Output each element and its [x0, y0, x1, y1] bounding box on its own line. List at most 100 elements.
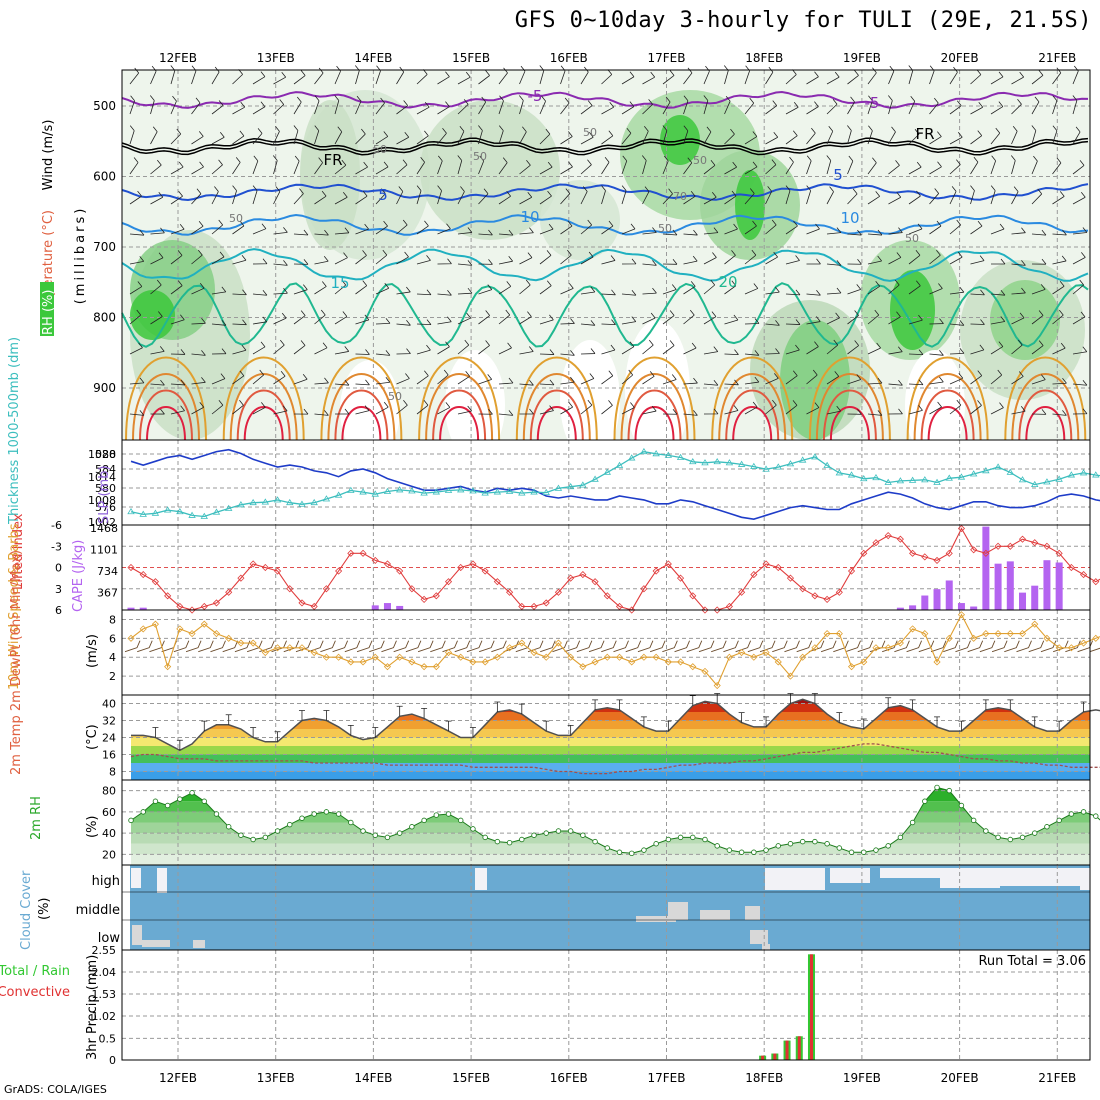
- li-marker: [383, 560, 392, 568]
- wind-speed-marker: [847, 663, 856, 671]
- wind-barb: [683, 255, 698, 265]
- wind-barb: [191, 318, 206, 325]
- wind-barb: [765, 251, 778, 265]
- wind-barb: [621, 402, 635, 415]
- wind-barb: [129, 229, 145, 236]
- wind-barb: [929, 350, 944, 356]
- wind-barb: [867, 377, 883, 385]
- wind-barb: [416, 289, 432, 296]
- li-marker: [921, 553, 929, 561]
- cloud-gap: [193, 940, 205, 948]
- li-marker: [493, 578, 501, 586]
- warm-contour: [627, 389, 682, 441]
- rh-marker: [262, 834, 269, 841]
- wind-barb: [150, 379, 165, 386]
- wind-barb: [847, 96, 855, 115]
- wind-barb: [908, 95, 916, 115]
- wind-barb: [252, 369, 265, 385]
- wind-barb: [806, 127, 816, 145]
- wind-barb: [150, 346, 165, 355]
- wind-barb: [970, 220, 983, 235]
- li-marker: [310, 602, 318, 611]
- wind-barb: [129, 157, 139, 175]
- wind-barb: [457, 371, 470, 385]
- li-marker: [603, 592, 611, 600]
- surface-wind-barb: [906, 640, 923, 653]
- freezing-line: [121, 140, 1089, 156]
- thickness-marker: [835, 469, 844, 476]
- thickness-marker: [725, 459, 734, 466]
- wind-barb: [847, 310, 859, 325]
- wind-barb: [1072, 227, 1088, 235]
- warm-contour: [341, 406, 382, 441]
- li-marker: [188, 606, 196, 614]
- li-marker: [872, 539, 880, 547]
- precip-tick: 0.5: [99, 1032, 117, 1045]
- rh-marker: [567, 828, 574, 834]
- wind-barb: [929, 220, 942, 235]
- wind-speed-marker: [640, 653, 648, 661]
- wind-speed-marker: [506, 644, 514, 652]
- wind-barb: [272, 155, 278, 175]
- wind-barb: [539, 161, 553, 175]
- contour-label: 10: [840, 209, 859, 227]
- li-marker: [127, 563, 135, 572]
- wind-barb: [478, 310, 490, 325]
- wind-speed-marker: [408, 658, 416, 666]
- rh-marker: [665, 836, 672, 843]
- wind-barb: [662, 70, 675, 85]
- thickness-marker: [261, 498, 270, 505]
- cape-bar: [1043, 560, 1051, 610]
- grads-credit: GrADS: COLA/IGES: [4, 1083, 107, 1096]
- wind-barb: [1031, 340, 1044, 355]
- wind-barb: [314, 309, 326, 325]
- contour-label: 50: [229, 212, 243, 225]
- wind-barb: [498, 281, 512, 295]
- wind-barb: [683, 229, 698, 236]
- wind-barb: [683, 410, 698, 416]
- precip-conv-label: Convective: [0, 985, 70, 1000]
- thickness-marker: [334, 491, 343, 498]
- rh-marker: [445, 811, 452, 817]
- wind-speed-marker: [273, 644, 282, 652]
- wind-barb: [1010, 155, 1016, 175]
- warm-contour: [327, 373, 396, 441]
- wind-barb: [662, 188, 673, 205]
- wind-barb: [519, 227, 534, 235]
- warm-contour: [920, 389, 975, 441]
- wind-barb: [642, 126, 649, 145]
- thickness-marker: [908, 476, 917, 483]
- rh-marker: [372, 832, 378, 838]
- warm-contour: [829, 406, 870, 441]
- page-title: GFS 0~10day 3-hourly for TULI (29E, 21.5…: [514, 8, 1092, 33]
- warm-contour: [613, 356, 696, 441]
- li-marker: [689, 592, 697, 600]
- wind-barb: [1031, 70, 1044, 85]
- thickness-marker: [689, 458, 697, 465]
- li-marker: [1055, 549, 1063, 557]
- contour-label: FR: [915, 125, 934, 143]
- precip-tick: 2.55: [92, 944, 117, 957]
- surface-wind-barb: [1040, 640, 1057, 653]
- wind-barb: [519, 159, 531, 175]
- pressure-tick-label: 800: [93, 311, 116, 325]
- wind-frame: [121, 609, 1091, 696]
- surface-wind-barb: [1028, 640, 1045, 653]
- wind-barb: [416, 157, 425, 175]
- wind-barb: [191, 350, 206, 356]
- wind-barb: [785, 156, 794, 175]
- wind-barb: [683, 342, 697, 355]
- cloud-gap: [750, 930, 768, 944]
- wind-barb: [908, 349, 924, 356]
- wind-barb: [580, 251, 594, 265]
- li-marker: [420, 595, 428, 603]
- rh-legend-swatch: [40, 282, 54, 336]
- li-marker: [335, 567, 343, 575]
- li-marker: [432, 592, 440, 600]
- wind-speed-marker: [982, 630, 990, 638]
- date-label-bottom: 17FEB: [648, 1071, 686, 1085]
- rh-marker: [690, 834, 696, 841]
- rh-marker: [812, 838, 818, 845]
- li-marker: [652, 567, 660, 575]
- wind-barb: [539, 190, 552, 205]
